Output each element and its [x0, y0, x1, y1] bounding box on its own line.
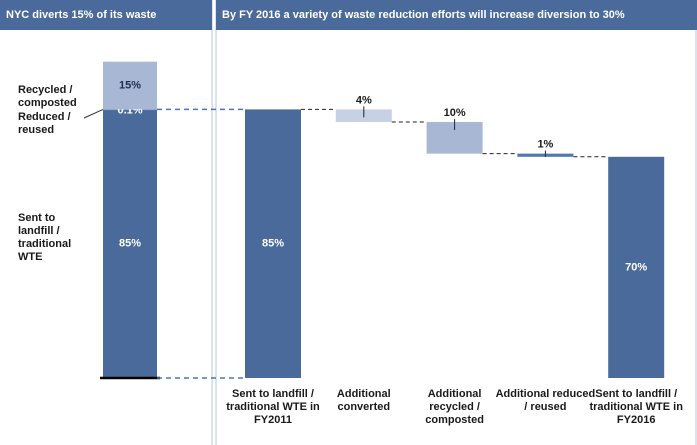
value-label: 4%	[356, 94, 372, 106]
value-label: 85%	[119, 238, 141, 250]
value-label: 1%	[537, 139, 553, 151]
panel-title: NYC diverts 15% of its waste	[0, 0, 212, 30]
bar-segment	[103, 109, 157, 111]
value-label: 85%	[262, 238, 284, 250]
value-label: 70%	[625, 261, 647, 273]
x-tick-label: Additional reduced / reused	[495, 388, 596, 413]
bar	[608, 156, 665, 378]
legend-label: Sent to landfill / traditional WTE	[18, 212, 72, 263]
value-label: 15%	[119, 79, 141, 91]
bar-segment	[103, 61, 157, 110]
x-tick-label: Sent to landfill / traditional WTE in FY…	[226, 388, 320, 426]
legend-label: Recycled / composted	[18, 84, 77, 109]
leader-line	[83, 108, 104, 119]
bar	[245, 109, 301, 379]
panel-title: By FY 2016 a variety of waste reduction …	[216, 0, 697, 30]
x-tick-label: Additional converted	[336, 388, 391, 413]
x-tick-label: Sent to landfill / traditional WTE in FY…	[589, 388, 683, 426]
value-label: 10%	[444, 107, 466, 119]
legend-label: Reduced / reused	[18, 111, 71, 136]
bar-segment	[103, 109, 157, 379]
x-tick-label: Additional recycled / composted	[425, 388, 484, 426]
